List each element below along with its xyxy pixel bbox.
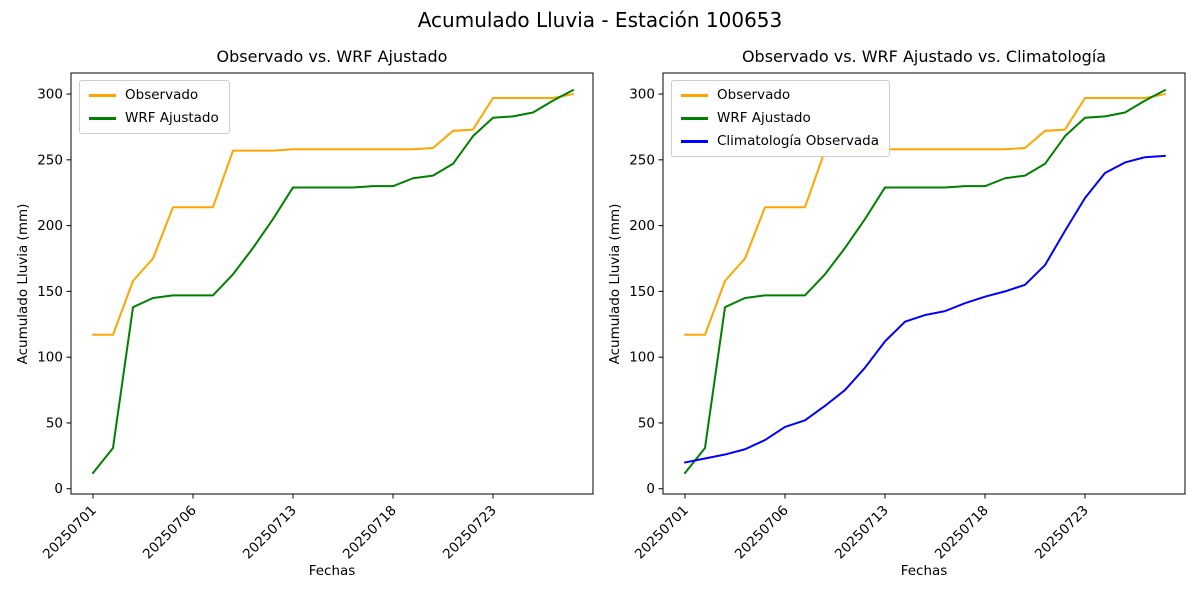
y-tick-label: 200: [629, 218, 655, 234]
y-tick-label: 50: [46, 415, 63, 431]
legend-line-swatch: [89, 94, 116, 97]
series-line-observado: [684, 93, 1166, 336]
y-tick-label: 100: [629, 350, 655, 366]
y-tick-label: 300: [629, 87, 655, 103]
right-legend: Observado WRF Ajustado Climatología Observ…: [671, 80, 890, 157]
series-line-wrf-ajustado: [684, 89, 1166, 474]
legend-item: Observado: [681, 87, 879, 104]
legend-item: Observado: [89, 87, 219, 104]
x-tick-label: 20250718: [932, 503, 992, 563]
left-legend: Observado WRF Ajustado: [79, 80, 230, 134]
left-x-axis-label: Fechas: [308, 563, 356, 579]
left-y-axis-label: Acumulado Lluvia (mm): [15, 203, 31, 365]
legend-label: WRF Ajustado: [717, 110, 811, 126]
legend-line-swatch: [681, 94, 708, 97]
x-tick-label: 20250723: [1032, 503, 1092, 563]
legend-line-swatch: [89, 117, 116, 120]
y-tick-label: 250: [629, 152, 655, 168]
legend-line-swatch: [681, 140, 708, 143]
x-tick-label: 20250706: [732, 503, 792, 563]
y-tick-label: 150: [629, 284, 655, 300]
legend-item: WRF Ajustado: [681, 110, 879, 127]
axes-frame: [70, 72, 594, 495]
series-line-climatolog-a-observada: [684, 154, 1166, 464]
y-tick-label: 0: [646, 481, 655, 497]
x-tick-label: 20250713: [832, 503, 892, 563]
y-tick-label: 50: [638, 415, 655, 431]
legend-line-swatch: [681, 117, 708, 120]
figure-title: Acumulado Lluvia - Estación 100653: [417, 8, 783, 32]
y-tick-label: 300: [37, 87, 63, 103]
right-x-axis-label: Fechas: [900, 563, 948, 579]
legend-label: Observado: [125, 87, 199, 103]
right-plot-title: Observado vs. WRF Ajustado vs. Climatolo…: [741, 47, 1107, 66]
y-tick-label: 0: [54, 481, 63, 497]
legend-item: Climatología Observada: [681, 133, 879, 150]
axes-frame: [662, 72, 1186, 495]
legend-item: WRF Ajustado: [89, 110, 219, 127]
left-plot-title: Observado vs. WRF Ajustado: [216, 47, 448, 66]
legend-label: Climatología Observada: [717, 133, 879, 149]
series-line-observado: [92, 93, 574, 336]
legend-label: Observado: [717, 87, 791, 103]
y-tick-label: 250: [37, 152, 63, 168]
x-tick-label: 20250701: [632, 503, 692, 563]
series-line-wrf-ajustado: [92, 89, 574, 474]
y-tick-label: 100: [37, 350, 63, 366]
legend-label: WRF Ajustado: [125, 110, 219, 126]
y-tick-label: 150: [37, 284, 63, 300]
right-y-axis-label: Acumulado Lluvia (mm): [607, 203, 623, 365]
y-tick-label: 200: [37, 218, 63, 234]
